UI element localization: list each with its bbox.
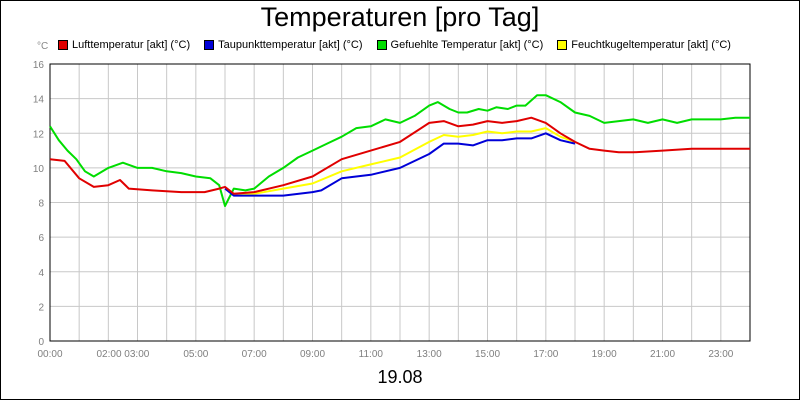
legend-item: Taupunkttemperatur [akt] (°C) xyxy=(204,38,363,52)
legend-label: Lufttemperatur [akt] (°C) xyxy=(72,39,191,51)
x-tick-label: 15:00 xyxy=(475,349,500,360)
x-tick-label: 23:00 xyxy=(708,349,733,360)
y-tick-label: 0 xyxy=(38,337,44,348)
legend-label: Gefuehlte Temperatur [akt] (°C) xyxy=(390,39,544,51)
y-tick-label: 2 xyxy=(38,302,44,313)
x-tick-label: 17:00 xyxy=(533,349,558,360)
y-axis-unit: °C xyxy=(37,41,49,52)
x-tick-label: 13:00 xyxy=(417,349,442,360)
x-tick-label: 02:00 03:00 xyxy=(97,349,150,360)
legend-label: Feuchtkugeltemperatur [akt] (°C) xyxy=(571,39,731,51)
legend-swatch xyxy=(376,40,387,50)
legend-item: Feuchtkugeltemperatur [akt] (°C) xyxy=(557,38,731,52)
series-line xyxy=(49,94,750,207)
legend-item: Lufttemperatur [akt] (°C) xyxy=(58,38,190,52)
series-line xyxy=(224,127,576,195)
x-tick-label: 21:00 xyxy=(650,349,675,360)
series-line xyxy=(49,116,750,195)
x-tick-label: 09:00 xyxy=(300,349,325,360)
y-tick-label: 10 xyxy=(33,164,45,175)
series-line xyxy=(224,132,576,197)
legend-item: Gefuehlte Temperatur [akt] (°C) xyxy=(376,38,544,52)
date-label: 19.08 xyxy=(377,367,423,387)
y-tick-label: 16 xyxy=(33,60,45,71)
legend-swatch xyxy=(204,40,215,50)
y-tick-label: 12 xyxy=(33,129,45,140)
y-tick-label: 14 xyxy=(33,95,45,106)
legend-swatch xyxy=(557,40,568,50)
y-tick-label: 8 xyxy=(38,199,44,210)
plot-area xyxy=(49,63,751,342)
x-tick-label: 11:00 xyxy=(359,349,384,360)
x-tick-label: 00:00 xyxy=(37,349,62,360)
legend-label: Taupunkttemperatur [akt] (°C) xyxy=(218,39,363,51)
chart-title: Temperaturen [pro Tag] xyxy=(260,2,540,32)
x-tick-label: 19:00 xyxy=(592,349,617,360)
x-tick-label: 07:00 xyxy=(242,349,267,360)
x-tick-label: 05:00 xyxy=(183,349,208,360)
y-tick-label: 4 xyxy=(38,268,44,279)
y-tick-label: 6 xyxy=(38,233,44,244)
chart-legend: Lufttemperatur [akt] (°C) Taupunkttempera… xyxy=(58,38,745,52)
legend-swatch xyxy=(58,40,68,50)
